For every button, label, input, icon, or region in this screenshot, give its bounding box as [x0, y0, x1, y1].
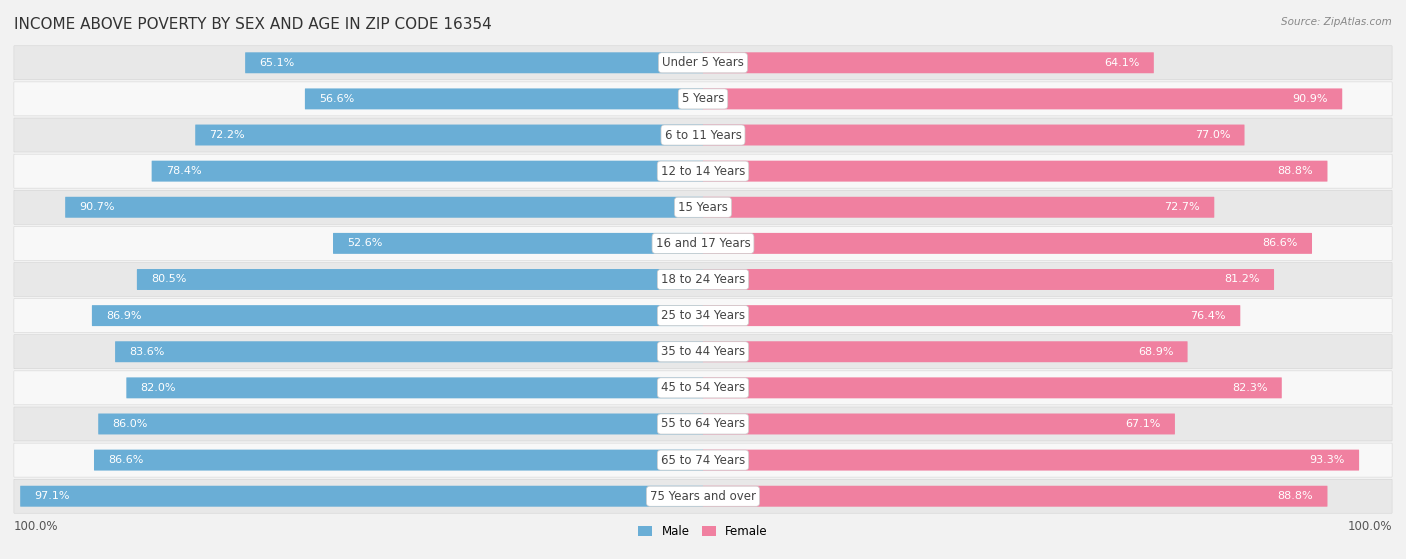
Text: 76.4%: 76.4%: [1191, 311, 1226, 321]
FancyBboxPatch shape: [703, 53, 1154, 73]
Text: 52.6%: 52.6%: [347, 238, 382, 248]
Text: 72.7%: 72.7%: [1164, 202, 1201, 212]
FancyBboxPatch shape: [14, 443, 1392, 477]
FancyBboxPatch shape: [14, 46, 1392, 80]
Text: 97.1%: 97.1%: [35, 491, 70, 501]
FancyBboxPatch shape: [14, 407, 1392, 441]
FancyBboxPatch shape: [14, 371, 1392, 405]
Text: 86.6%: 86.6%: [1263, 238, 1298, 248]
FancyBboxPatch shape: [703, 88, 1343, 110]
FancyBboxPatch shape: [14, 479, 1392, 513]
Text: 75 Years and over: 75 Years and over: [650, 490, 756, 503]
FancyBboxPatch shape: [65, 197, 703, 218]
FancyBboxPatch shape: [14, 190, 1392, 224]
FancyBboxPatch shape: [703, 305, 1240, 326]
Text: 90.7%: 90.7%: [79, 202, 115, 212]
FancyBboxPatch shape: [703, 377, 1282, 399]
Text: 93.3%: 93.3%: [1309, 455, 1344, 465]
FancyBboxPatch shape: [703, 414, 1175, 434]
Text: 25 to 34 Years: 25 to 34 Years: [661, 309, 745, 322]
FancyBboxPatch shape: [14, 335, 1392, 369]
Text: 82.0%: 82.0%: [141, 383, 176, 393]
Legend: Male, Female: Male, Female: [634, 520, 772, 543]
Text: 16 and 17 Years: 16 and 17 Years: [655, 237, 751, 250]
Text: 55 to 64 Years: 55 to 64 Years: [661, 418, 745, 430]
FancyBboxPatch shape: [14, 154, 1392, 188]
FancyBboxPatch shape: [94, 449, 703, 471]
FancyBboxPatch shape: [91, 305, 703, 326]
FancyBboxPatch shape: [703, 486, 1327, 506]
FancyBboxPatch shape: [333, 233, 703, 254]
Text: 78.4%: 78.4%: [166, 166, 201, 176]
Text: 90.9%: 90.9%: [1292, 94, 1329, 104]
Text: Source: ZipAtlas.com: Source: ZipAtlas.com: [1281, 17, 1392, 27]
FancyBboxPatch shape: [703, 125, 1244, 145]
FancyBboxPatch shape: [127, 377, 703, 399]
FancyBboxPatch shape: [195, 125, 703, 145]
Text: 18 to 24 Years: 18 to 24 Years: [661, 273, 745, 286]
Text: 56.6%: 56.6%: [319, 94, 354, 104]
Text: 65.1%: 65.1%: [260, 58, 295, 68]
FancyBboxPatch shape: [703, 341, 1188, 362]
Text: INCOME ABOVE POVERTY BY SEX AND AGE IN ZIP CODE 16354: INCOME ABOVE POVERTY BY SEX AND AGE IN Z…: [14, 17, 492, 32]
Text: Under 5 Years: Under 5 Years: [662, 56, 744, 69]
FancyBboxPatch shape: [136, 269, 703, 290]
Text: 45 to 54 Years: 45 to 54 Years: [661, 381, 745, 394]
Text: 88.8%: 88.8%: [1278, 166, 1313, 176]
FancyBboxPatch shape: [115, 341, 703, 362]
Text: 64.1%: 64.1%: [1104, 58, 1140, 68]
Text: 83.6%: 83.6%: [129, 347, 165, 357]
FancyBboxPatch shape: [703, 197, 1215, 218]
Text: 67.1%: 67.1%: [1125, 419, 1161, 429]
FancyBboxPatch shape: [245, 53, 703, 73]
FancyBboxPatch shape: [152, 160, 703, 182]
FancyBboxPatch shape: [20, 486, 703, 506]
Text: 5 Years: 5 Years: [682, 92, 724, 106]
FancyBboxPatch shape: [703, 233, 1312, 254]
Text: 88.8%: 88.8%: [1278, 491, 1313, 501]
Text: 15 Years: 15 Years: [678, 201, 728, 214]
Text: 86.9%: 86.9%: [105, 311, 142, 321]
Text: 68.9%: 68.9%: [1137, 347, 1173, 357]
Text: 77.0%: 77.0%: [1195, 130, 1230, 140]
FancyBboxPatch shape: [703, 449, 1360, 471]
Text: 81.2%: 81.2%: [1225, 274, 1260, 285]
FancyBboxPatch shape: [98, 414, 703, 434]
FancyBboxPatch shape: [305, 88, 703, 110]
Text: 82.3%: 82.3%: [1232, 383, 1268, 393]
FancyBboxPatch shape: [14, 118, 1392, 152]
FancyBboxPatch shape: [14, 226, 1392, 260]
Text: 86.0%: 86.0%: [112, 419, 148, 429]
FancyBboxPatch shape: [14, 263, 1392, 296]
FancyBboxPatch shape: [14, 82, 1392, 116]
FancyBboxPatch shape: [703, 160, 1327, 182]
Text: 86.6%: 86.6%: [108, 455, 143, 465]
Text: 12 to 14 Years: 12 to 14 Years: [661, 165, 745, 178]
Text: 6 to 11 Years: 6 to 11 Years: [665, 129, 741, 141]
FancyBboxPatch shape: [703, 269, 1274, 290]
Text: 100.0%: 100.0%: [1347, 520, 1392, 533]
Text: 100.0%: 100.0%: [14, 520, 59, 533]
Text: 35 to 44 Years: 35 to 44 Years: [661, 345, 745, 358]
Text: 80.5%: 80.5%: [152, 274, 187, 285]
Text: 65 to 74 Years: 65 to 74 Years: [661, 453, 745, 467]
FancyBboxPatch shape: [14, 299, 1392, 333]
Text: 72.2%: 72.2%: [209, 130, 245, 140]
